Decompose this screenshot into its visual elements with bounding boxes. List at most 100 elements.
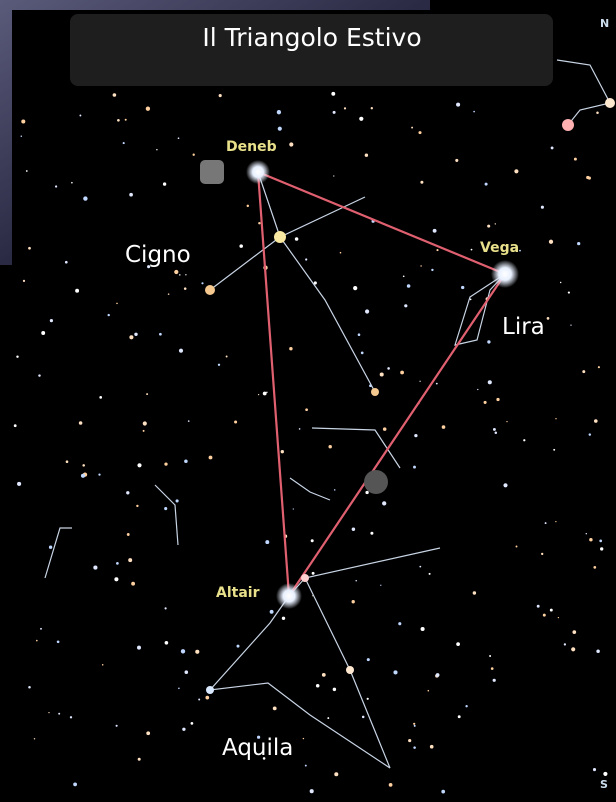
background-star <box>163 182 166 185</box>
background-star <box>311 539 314 542</box>
background-star <box>270 610 274 614</box>
background-star <box>328 445 331 448</box>
background-star <box>547 317 550 320</box>
star-vega <box>491 260 519 288</box>
background-star <box>555 521 556 522</box>
background-star <box>503 483 507 487</box>
background-star <box>550 609 553 612</box>
background-star <box>136 505 138 507</box>
background-star <box>322 673 326 677</box>
background-star <box>488 380 492 384</box>
background-star <box>586 176 589 179</box>
background-star <box>234 420 237 423</box>
background-star <box>380 585 381 586</box>
background-star <box>413 746 416 749</box>
background-star <box>333 688 336 691</box>
background-star <box>514 169 518 173</box>
background-star <box>359 117 363 121</box>
background-star <box>551 146 554 149</box>
background-star <box>49 546 52 549</box>
background-star <box>184 287 187 290</box>
background-star <box>239 244 243 248</box>
background-star <box>40 628 42 630</box>
background-star <box>79 115 81 117</box>
background-star <box>98 473 100 475</box>
star <box>346 666 354 674</box>
star-altair <box>276 583 302 609</box>
background-star <box>75 289 79 293</box>
background-star <box>219 94 222 97</box>
background-star <box>380 372 384 376</box>
background-star <box>99 396 102 399</box>
background-star <box>420 181 423 184</box>
background-star <box>165 641 169 645</box>
background-star <box>114 577 118 581</box>
background-star <box>334 772 338 776</box>
background-star <box>516 546 518 548</box>
background-star <box>65 261 68 264</box>
background-star <box>333 111 336 114</box>
background-star <box>558 617 559 618</box>
background-star <box>495 432 498 435</box>
background-star <box>413 466 416 469</box>
background-star <box>489 655 491 657</box>
background-star <box>50 319 53 322</box>
background-star <box>55 185 57 187</box>
star <box>371 388 379 396</box>
background-star <box>82 464 85 467</box>
background-star <box>382 501 386 505</box>
background-star <box>14 424 17 427</box>
marker <box>200 160 224 184</box>
background-star <box>178 688 180 690</box>
background-star <box>237 645 240 648</box>
background-star <box>431 269 433 271</box>
background-star <box>102 664 104 666</box>
background-star <box>596 650 600 654</box>
background-star <box>258 394 259 395</box>
background-star <box>278 127 282 131</box>
background-star <box>589 538 592 541</box>
background-star <box>146 393 148 395</box>
background-star <box>549 240 553 244</box>
background-star <box>191 722 194 725</box>
background-star <box>193 154 195 156</box>
background-star <box>179 349 183 353</box>
background-star <box>70 716 72 718</box>
background-star <box>371 107 373 109</box>
background-star <box>571 647 575 651</box>
background-star <box>58 713 60 715</box>
background-star <box>593 768 596 771</box>
background-star <box>312 572 315 575</box>
background-star <box>596 111 599 114</box>
background-star <box>116 303 118 305</box>
background-star <box>168 293 170 295</box>
background-star <box>429 573 431 575</box>
background-star <box>362 716 365 719</box>
background-star <box>436 383 438 385</box>
background-star <box>16 355 18 357</box>
background-star <box>365 491 368 494</box>
background-star <box>113 93 117 97</box>
background-star <box>181 649 185 653</box>
background-star <box>419 381 420 382</box>
background-star <box>129 193 133 197</box>
background-star <box>523 439 525 441</box>
background-star <box>387 367 390 370</box>
background-star <box>303 738 304 739</box>
marker <box>364 470 388 494</box>
background-star <box>23 280 25 282</box>
background-star <box>131 582 135 586</box>
background-star <box>493 428 496 431</box>
background-star <box>295 237 299 241</box>
background-star <box>413 723 415 725</box>
background-star <box>411 127 413 129</box>
background-star <box>506 421 507 422</box>
background-star <box>428 690 430 692</box>
background-star <box>159 333 162 336</box>
background-star <box>594 419 598 423</box>
background-star <box>195 650 199 654</box>
background-star <box>352 600 355 603</box>
background-star <box>331 92 335 96</box>
background-star <box>305 765 307 767</box>
background-star <box>185 670 189 674</box>
